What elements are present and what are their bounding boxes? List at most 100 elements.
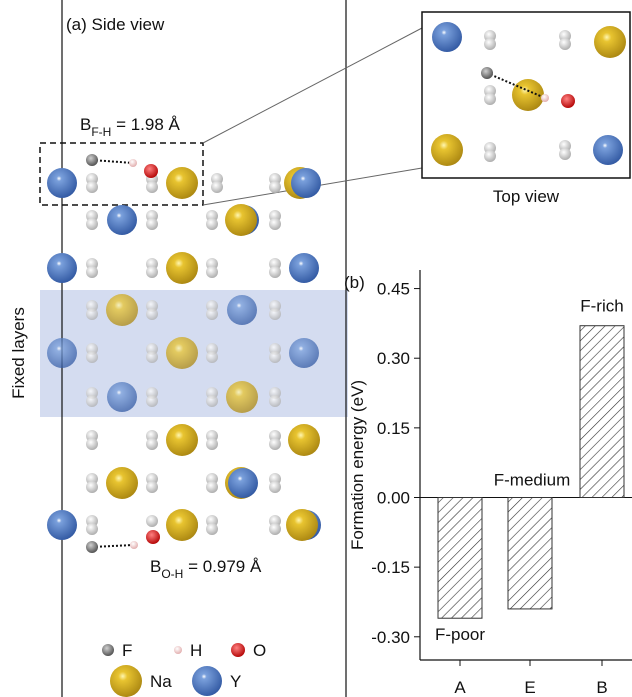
- atom: [291, 168, 321, 198]
- atom: [289, 253, 319, 283]
- atom: [102, 644, 114, 656]
- atom: [106, 294, 138, 326]
- zoom-box: [39, 142, 204, 206]
- bond-symbol: B: [150, 557, 161, 576]
- atom: [228, 468, 258, 498]
- panel-a-title: (a) Side view: [66, 15, 165, 34]
- top-view-title: Top view: [493, 187, 560, 206]
- y-tick-label: 0.45: [377, 280, 410, 299]
- atom: [86, 308, 98, 320]
- atom: [110, 665, 142, 697]
- atom: [86, 351, 98, 363]
- atom: [206, 395, 218, 407]
- atom: [86, 218, 98, 230]
- atom: [146, 308, 158, 320]
- legend-label: Na: [150, 672, 172, 691]
- atom: [431, 134, 463, 166]
- title: Side view: [92, 15, 165, 34]
- panel-label: (b): [344, 273, 365, 292]
- y-tick-label: 0.00: [377, 489, 410, 508]
- y-tick-label: -0.30: [371, 628, 410, 647]
- atom: [559, 38, 571, 50]
- atom: [206, 266, 218, 278]
- x-tick-label: E: [524, 678, 535, 697]
- bar-annotation: F-rich: [580, 297, 623, 316]
- atom: [432, 22, 462, 52]
- atom: [206, 308, 218, 320]
- atom: [130, 541, 138, 549]
- bond: [91, 159, 134, 164]
- atom: [86, 266, 98, 278]
- atom: [561, 94, 575, 108]
- atom: [146, 515, 158, 527]
- atom: [47, 253, 77, 283]
- atom: [594, 26, 626, 58]
- bond-value: = 1.98 Å: [111, 115, 180, 134]
- atom: [269, 395, 281, 407]
- atom: [559, 148, 571, 160]
- atom: [106, 467, 138, 499]
- atom: [86, 181, 98, 193]
- atom: [166, 337, 198, 369]
- atom: [86, 541, 98, 553]
- atom: [269, 481, 281, 493]
- atom: [47, 168, 77, 198]
- y-tick-label: 0.15: [377, 419, 410, 438]
- bond-symbol: B: [80, 115, 91, 134]
- atom: [146, 218, 158, 230]
- atom: [206, 481, 218, 493]
- atom: [86, 523, 98, 535]
- bond-subscript: O-H: [161, 567, 183, 581]
- x-tick-label: B: [596, 678, 607, 697]
- atom: [484, 150, 496, 162]
- atom: [146, 266, 158, 278]
- atom: [166, 167, 198, 199]
- atom: [206, 351, 218, 363]
- atom: [146, 438, 158, 450]
- atom: [227, 295, 257, 325]
- atom: [206, 523, 218, 535]
- atom: [146, 181, 158, 193]
- bar: [507, 497, 553, 610]
- atom: [192, 666, 222, 696]
- bar: [579, 325, 625, 499]
- atom: [86, 481, 98, 493]
- atom: [484, 38, 496, 50]
- atom: [107, 205, 137, 235]
- y-axis-label: Formation energy (eV): [348, 380, 367, 550]
- atom: [288, 424, 320, 456]
- bond-value: = 0.979 Å: [183, 557, 262, 576]
- atom: [484, 93, 496, 105]
- atom: [146, 395, 158, 407]
- atom: [206, 438, 218, 450]
- atom: [231, 643, 245, 657]
- bar-annotation: F-poor: [435, 625, 485, 644]
- y-tick-label: -0.15: [371, 558, 410, 577]
- y-tick-label: 0.30: [377, 349, 410, 368]
- panel-label: (a): [66, 15, 87, 34]
- atom: [146, 481, 158, 493]
- x-tick-label: A: [454, 678, 466, 697]
- bond: [486, 72, 546, 99]
- structure: [39, 0, 631, 697]
- zoom-line: [202, 27, 423, 144]
- atom: [146, 351, 158, 363]
- band-label: Fixed layers: [9, 307, 28, 399]
- atom: [225, 204, 257, 236]
- atom: [541, 94, 549, 102]
- bond-label: BF-H = 1.98 Å: [80, 115, 181, 139]
- atom: [593, 135, 623, 165]
- atom: [269, 438, 281, 450]
- atom: [166, 509, 198, 541]
- legend-label: Y: [230, 672, 241, 691]
- atom: [146, 530, 160, 544]
- atom: [166, 424, 198, 456]
- atom: [47, 510, 77, 540]
- atom: [289, 338, 319, 368]
- atom: [481, 67, 493, 79]
- atom: [166, 252, 198, 284]
- atom: [512, 79, 544, 111]
- atom: [174, 646, 182, 654]
- atom: [144, 164, 158, 178]
